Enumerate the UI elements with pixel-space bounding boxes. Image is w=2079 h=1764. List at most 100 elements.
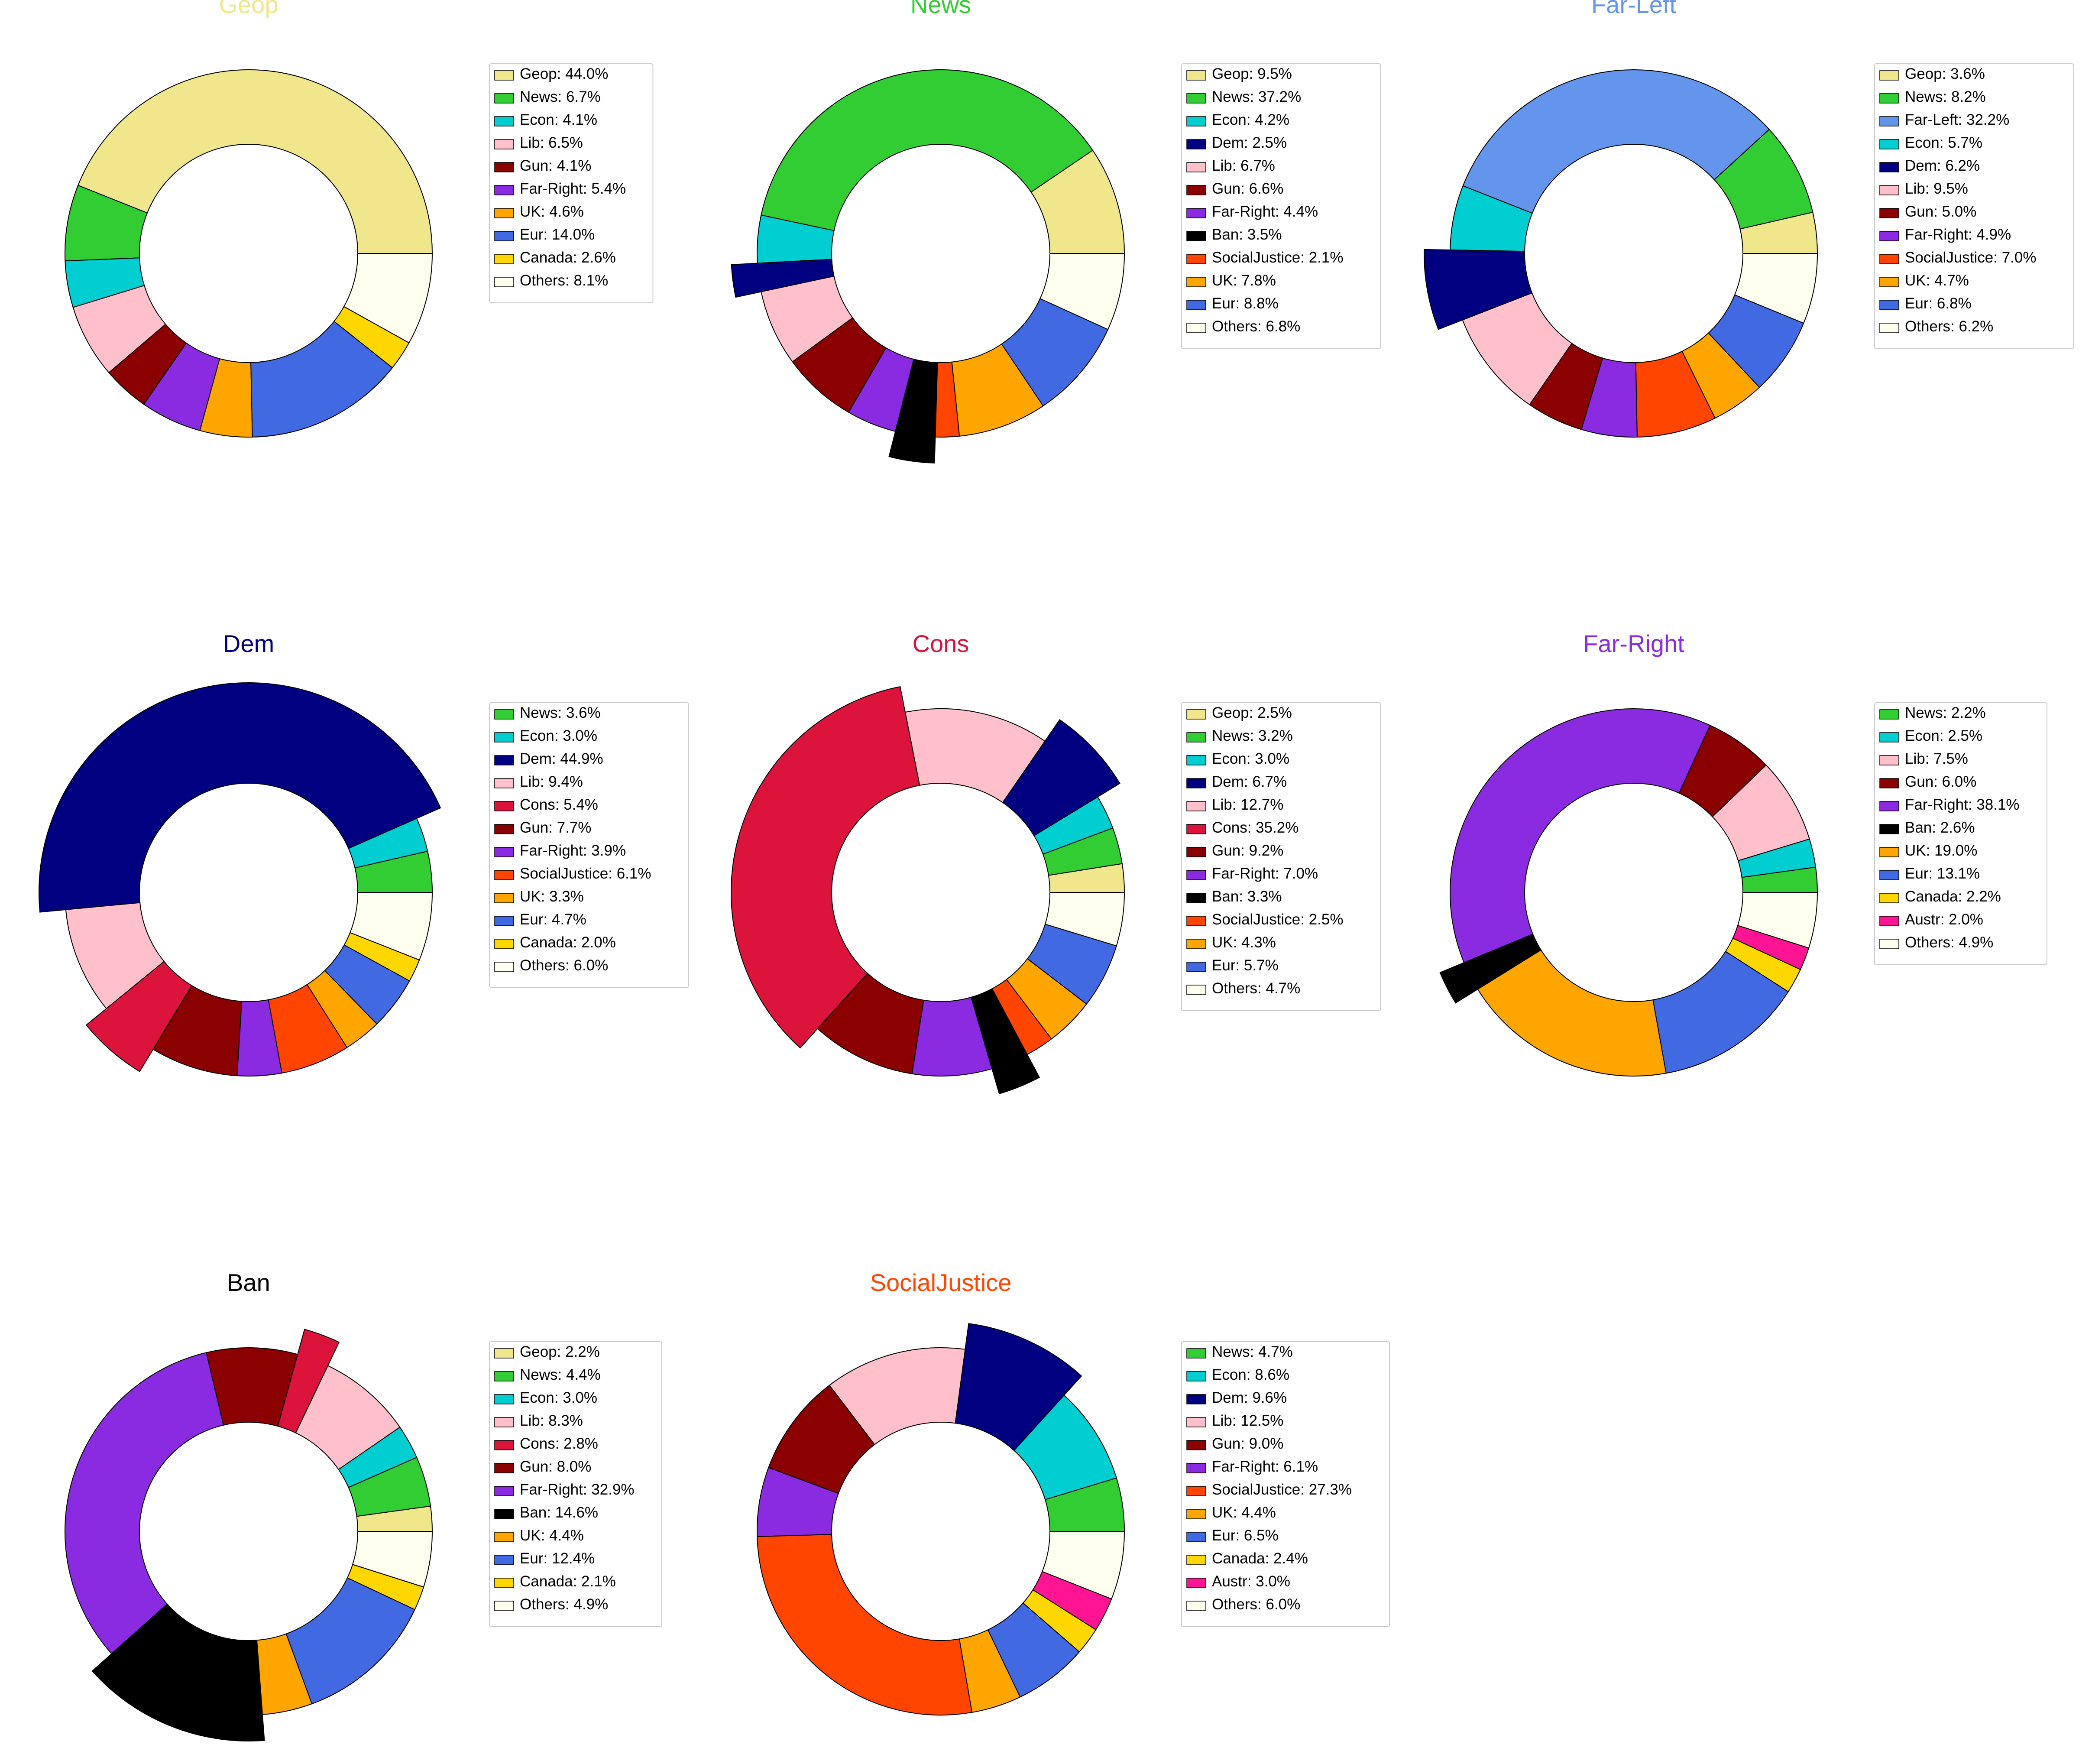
legend-swatch-socialjustice [1879,254,1899,264]
legend-swatch-econ [494,116,514,126]
legend-label-uk: UK: 4.6% [520,203,584,220]
legend-label-lib: Lib: 8.3% [520,1412,583,1429]
legend-swatch-ban [494,1509,514,1519]
legend-label-geop: Geop: 3.6% [1905,65,1985,82]
legend-swatch-others [494,277,514,287]
legend-swatch-lib [494,1417,514,1427]
legend-label-uk: UK: 7.8% [1212,272,1276,289]
legend-swatch-cons [494,801,514,811]
legend-swatch-cons [1186,824,1206,834]
legend-label-lib: Lib: 12.7% [1212,796,1283,813]
legend-label-uk: UK: 4.4% [1212,1504,1276,1521]
legend-label-news: News: 4.7% [1212,1343,1293,1360]
legend-label-econ: Econ: 3.0% [520,1389,597,1406]
legend-swatch-news [494,93,514,104]
legend-swatch-canada [1879,893,1899,903]
legend-label-gun: Gun: 7.7% [520,819,591,836]
donut-chart-news: News Geop: 9.5% News: 37.2% Econ: 4.2% Dem: … [731,0,1381,464]
chart-title: Far-Left [1591,0,1676,18]
legend-label-dem: Dem: 9.6% [1212,1389,1287,1406]
chart-legend: News: 4.7% Econ: 8.6% Dem: 9.6% Lib: 12.5% G… [1181,1341,1390,1627]
legend-label-far-right: Far-Right: 6.1% [1212,1458,1318,1475]
legend-label-econ: Econ: 4.1% [520,111,597,128]
legend-frame [1874,702,2047,965]
slice-eur [1652,950,1789,1074]
legend-label-canada: Canada: 2.6% [520,249,616,266]
legend-swatch-eur [494,1555,514,1565]
chart-title: Ban [227,1269,270,1296]
legend-label-gun: Gun: 6.0% [1905,773,1976,790]
legend-label-econ: Econ: 5.7% [1905,134,1982,151]
legend-frame [1874,63,2074,349]
legend-swatch-far-right [1879,801,1899,811]
slice-others [1040,253,1125,330]
legend-swatch-others [1186,1601,1206,1611]
legend-swatch-dem [1186,778,1206,788]
legend-swatch-uk [1186,939,1206,949]
legend-label-gun: Gun: 6.6% [1212,180,1283,197]
legend-swatch-dem [1186,139,1206,149]
legend-swatch-eur [494,231,514,241]
legend-label-gun: Gun: 5.0% [1905,203,1976,220]
legend-label-cons: Cons: 5.4% [520,796,598,813]
legend-label-geop: Geop: 2.2% [520,1343,600,1360]
legend-swatch-others [494,962,514,972]
slice-dem [1002,719,1120,837]
legend-swatch-others [1186,323,1206,333]
legend-swatch-others [494,1601,514,1611]
legend-label-austr: Austr: 2.0% [1905,911,1983,928]
slice-uk [1477,949,1667,1077]
legend-label-news: News: 3.2% [1212,727,1293,744]
legend-swatch-eur [1879,300,1899,310]
legend-label-others: Others: 6.8% [1212,318,1300,335]
legend-label-econ: Econ: 8.6% [1212,1366,1289,1383]
legend-label-eur: Eur: 6.8% [1905,295,1972,312]
legend-swatch-gun [494,824,514,834]
legend-frame [489,702,689,988]
legend-label-eur: Eur: 14.0% [520,226,595,243]
legend-swatch-socialjustice [1186,916,1206,926]
legend-label-geop: Geop: 2.5% [1212,704,1292,721]
donut-chart-far-left: Far-Left Geop: 3.6% News: 8.2% Far-Left: 32… [1424,0,2074,438]
legend-frame [489,63,654,303]
legend-swatch-geop [494,70,514,81]
legend-swatch-news [1879,93,1899,104]
legend-swatch-eur [1879,870,1899,880]
slice-others [350,892,433,961]
legend-swatch-ban [1186,231,1206,241]
legend-label-eur: Eur: 8.8% [1212,295,1279,312]
legend-swatch-austr [1879,916,1899,926]
slice-socialjustice [757,1534,973,1715]
legend-label-dem: Dem: 2.5% [1212,134,1287,151]
legend-label-econ: Econ: 3.0% [1212,750,1289,767]
legend-swatch-geop [1186,709,1206,720]
legend-label-uk: UK: 4.7% [1905,272,1969,289]
donut-chart-dem: Dem News: 3.6% Econ: 3.0% Dem: 44.9% Lib: 9.… [39,630,689,1077]
legend-swatch-others [1879,939,1899,949]
legend-swatch-gun [494,1463,514,1473]
chart-title: SocialJustice [870,1269,1012,1296]
legend-swatch-news [1186,732,1206,743]
legend-swatch-econ [494,732,514,743]
legend-swatch-econ [1879,732,1899,743]
legend-label-lib: Lib: 9.5% [1905,180,1968,197]
slice-others [1734,253,1818,324]
legend-swatch-austr [1186,1578,1206,1588]
chart-title: Dem [223,630,274,657]
legend-swatch-dem [1186,1394,1206,1404]
chart-legend: Geop: 3.6% News: 8.2% Far-Left: 32.2% Econ:… [1874,63,2074,349]
legend-swatch-lib [1879,185,1899,195]
chart-legend: Geop: 9.5% News: 37.2% Econ: 4.2% Dem: 2.5%… [1181,63,1381,349]
legend-label-news: News: 37.2% [1212,88,1301,105]
legend-label-canada: Canada: 2.4% [1212,1550,1308,1567]
chart-legend: Geop: 2.2% News: 4.4% Econ: 3.0% Lib: 8.3% C… [489,1341,662,1627]
legend-label-econ: Econ: 2.5% [1905,727,1982,744]
legend-label-others: Others: 4.9% [1905,934,1993,951]
legend-frame [489,1341,662,1627]
slice-far-left [1462,69,1770,214]
legend-swatch-geop [1186,70,1206,81]
legend-label-canada: Canada: 2.1% [520,1573,616,1590]
legend-frame [1181,702,1381,1011]
legend-label-socialjustice: SocialJustice: 2.1% [1212,249,1343,266]
